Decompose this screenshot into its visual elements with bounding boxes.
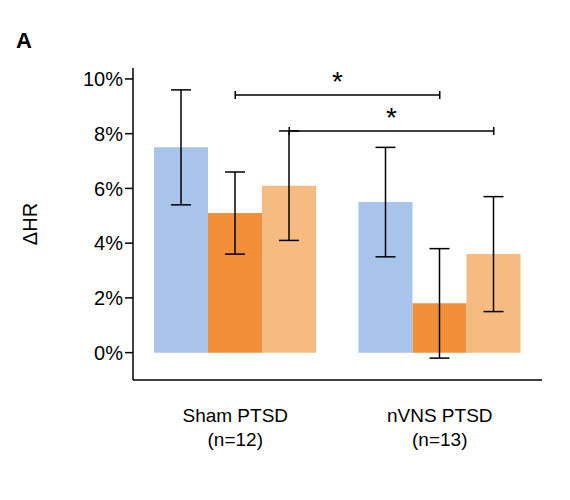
svg-text:2%: 2% — [94, 287, 123, 309]
html-text:A: A — [16, 28, 32, 53]
svg-text:Sham PTSD(n=12): Sham PTSD(n=12) — [182, 405, 288, 450]
svg-text:4%: 4% — [94, 232, 123, 254]
svg-text:ΔHR: ΔHR — [19, 203, 41, 245]
svg-text:6%: 6% — [94, 178, 123, 200]
svg-text:10%: 10% — [83, 68, 123, 90]
svg-text:nVNS PTSD(n=13): nVNS PTSD(n=13) — [387, 405, 493, 450]
svg-text:8%: 8% — [94, 123, 123, 145]
svg-text:*: * — [386, 102, 397, 133]
svg-text:0%: 0% — [94, 342, 123, 364]
svg-text:*: * — [332, 66, 343, 97]
